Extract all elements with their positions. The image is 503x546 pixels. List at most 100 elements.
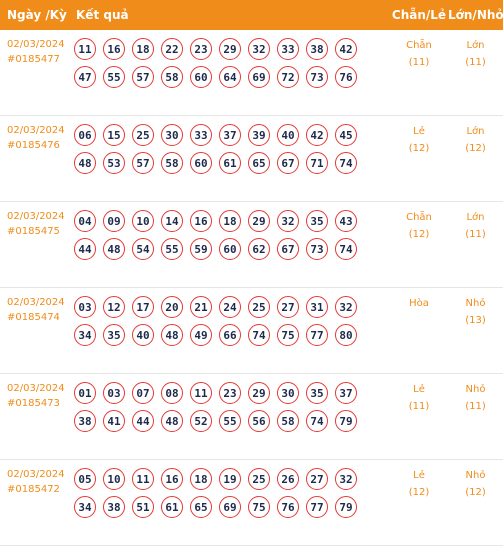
table-row: 02/03/2024 #0185474 03 12 17 20 21 24 25 27 31 32 34…	[0, 288, 503, 374]
number-ball: 60	[190, 152, 212, 174]
number-ball: 03	[103, 382, 125, 404]
number-ball: 19	[219, 468, 241, 490]
draw-date-cell: 02/03/2024 #0185476	[7, 123, 65, 153]
number-ball: 72	[277, 66, 299, 88]
number-ball: 38	[74, 410, 96, 432]
number-ball: 74	[248, 324, 270, 346]
draw-number[interactable]: #0185477	[7, 54, 60, 65]
big-small-cell: Nhỏ (12)	[448, 467, 503, 501]
number-ball: 57	[132, 66, 154, 88]
even-odd-result: Chẵn	[406, 40, 432, 51]
number-ball: 45	[335, 124, 357, 146]
number-ball: 10	[103, 468, 125, 490]
number-ball: 26	[277, 468, 299, 490]
number-ball: 15	[103, 124, 125, 146]
big-small-cell: Nhỏ (11)	[448, 381, 503, 415]
number-ball: 01	[74, 382, 96, 404]
draw-date-cell: 02/03/2024 #0185474	[7, 295, 65, 325]
number-ball: 35	[306, 210, 328, 232]
number-ball: 48	[103, 238, 125, 260]
number-ball: 52	[190, 410, 212, 432]
even-odd-count: (11)	[408, 57, 430, 68]
number-ball: 08	[161, 382, 183, 404]
table-row: 02/03/2024 #0185473 01 03 07 08 11 23 29 30 35 37 38…	[0, 374, 503, 460]
table-row: 02/03/2024 #0185476 06 15 25 30 33 37 39 40 42 45 48…	[0, 116, 503, 202]
number-ball: 38	[103, 496, 125, 518]
number-ball: 33	[190, 124, 212, 146]
number-ball: 25	[248, 468, 270, 490]
number-ball: 75	[277, 324, 299, 346]
draw-number[interactable]: #0185475	[7, 226, 60, 237]
result-numbers: 04 09 10 14 16 18 29 32 35 43 44 48 54 55 59 60 62 67 73 74	[74, 210, 364, 266]
even-odd-cell: Chẵn (11)	[390, 37, 448, 71]
even-odd-result: Hòa	[409, 298, 429, 309]
number-ball: 55	[161, 238, 183, 260]
even-odd-result: Lẻ	[413, 470, 425, 481]
number-ball: 32	[277, 210, 299, 232]
number-ball: 34	[74, 496, 96, 518]
header-date: Ngày /Kỳ	[7, 8, 67, 22]
number-ball: 29	[219, 38, 241, 60]
number-ball: 74	[335, 152, 357, 174]
draw-number[interactable]: #0185472	[7, 484, 60, 495]
number-ball: 22	[161, 38, 183, 60]
number-ball: 11	[190, 382, 212, 404]
number-ball: 65	[190, 496, 212, 518]
number-ball: 58	[161, 66, 183, 88]
big-small-cell: Lớn (11)	[448, 209, 503, 243]
number-ball: 27	[306, 468, 328, 490]
number-ball: 62	[248, 238, 270, 260]
number-ball: 55	[219, 410, 241, 432]
number-ball: 61	[161, 496, 183, 518]
number-ball: 23	[190, 38, 212, 60]
number-ball: 30	[161, 124, 183, 146]
result-numbers: 01 03 07 08 11 23 29 30 35 37 38 41 44 48 52 55 56 58 74 79	[74, 382, 364, 438]
number-ball: 44	[132, 410, 154, 432]
draw-number[interactable]: #0185476	[7, 140, 60, 151]
number-ball: 37	[219, 124, 241, 146]
even-odd-result: Chẵn	[406, 212, 432, 223]
number-ball: 25	[248, 296, 270, 318]
header-even-odd: Chẵn/Lẻ	[391, 8, 447, 22]
big-small-count: (13)	[465, 315, 486, 326]
number-ball: 42	[335, 38, 357, 60]
even-odd-cell: Lẻ (11)	[390, 381, 448, 415]
number-ball: 24	[219, 296, 241, 318]
number-ball: 40	[277, 124, 299, 146]
big-small-result: Lớn	[466, 40, 485, 51]
draw-number[interactable]: #0185473	[7, 398, 60, 409]
number-ball: 39	[248, 124, 270, 146]
draw-number[interactable]: #0185474	[7, 312, 60, 323]
number-ball: 60	[190, 66, 212, 88]
number-ball: 41	[103, 410, 125, 432]
number-ball: 38	[306, 38, 328, 60]
number-ball: 35	[306, 382, 328, 404]
number-ball: 40	[132, 324, 154, 346]
even-odd-count: (11)	[408, 401, 430, 412]
number-ball: 44	[74, 238, 96, 260]
number-ball: 05	[74, 468, 96, 490]
number-ball: 79	[335, 410, 357, 432]
number-ball: 57	[132, 152, 154, 174]
number-ball: 31	[306, 296, 328, 318]
number-ball: 48	[161, 324, 183, 346]
big-small-result: Lớn	[466, 212, 485, 223]
draw-date: 02/03/2024	[7, 125, 65, 136]
number-ball: 58	[161, 152, 183, 174]
draw-date: 02/03/2024	[7, 211, 65, 222]
number-ball: 37	[335, 382, 357, 404]
number-ball: 06	[74, 124, 96, 146]
number-ball: 80	[335, 324, 357, 346]
number-ball: 18	[190, 468, 212, 490]
number-ball: 53	[103, 152, 125, 174]
number-ball: 04	[74, 210, 96, 232]
number-ball: 48	[74, 152, 96, 174]
number-ball: 76	[335, 66, 357, 88]
number-ball: 64	[219, 66, 241, 88]
number-ball: 69	[219, 496, 241, 518]
number-ball: 11	[132, 468, 154, 490]
big-small-cell: Lớn (12)	[448, 123, 503, 157]
number-ball: 35	[103, 324, 125, 346]
number-ball: 58	[277, 410, 299, 432]
